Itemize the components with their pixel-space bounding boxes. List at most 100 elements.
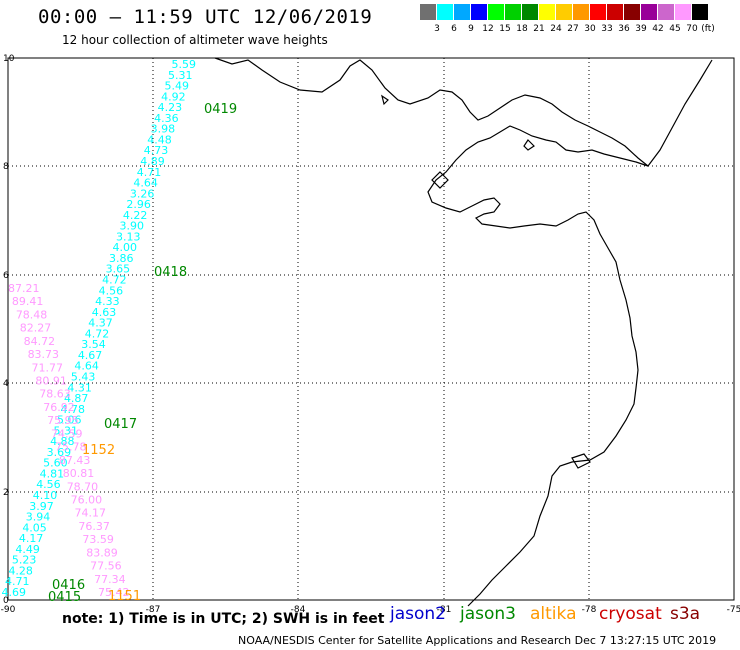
swh-label-jason3: 4.72 — [85, 327, 110, 340]
swh-label-jason3: 3.13 — [116, 230, 141, 243]
y-tick-label: 2 — [3, 488, 9, 498]
swh-label-cryosat: 71.77 — [31, 361, 63, 374]
swh-label-jason3: 4.64 — [74, 360, 99, 373]
legend-swatch — [624, 4, 640, 20]
coastline — [214, 57, 713, 607]
swh-label-cryosat: 82.27 — [20, 322, 51, 335]
legend-label: 24 — [550, 24, 562, 34]
legend-swatch — [488, 4, 504, 20]
x-tick-label: -84 — [291, 605, 306, 615]
swh-label-cryosat: 76.92 — [43, 401, 75, 414]
pass-time-label: 0419 — [204, 102, 237, 117]
swh-label-jason3: 3.98 — [151, 123, 176, 136]
legend-label: 39 — [635, 24, 647, 34]
swh-label-jason3: 5.23 — [12, 554, 37, 567]
legend-swatch — [641, 4, 657, 20]
swh-label-jason3: 4.88 — [50, 435, 75, 448]
y-tick-label: 6 — [3, 271, 9, 281]
y-tick-label: 4 — [3, 379, 9, 389]
swh-label-jason3: 4.28 — [8, 564, 33, 577]
swh-label-jason3: 4.63 — [92, 306, 117, 319]
swh-label-cryosat: 84.72 — [24, 335, 56, 348]
swh-label-jason3: 4.56 — [36, 478, 61, 491]
swh-label-cryosat: 78.63 — [39, 388, 71, 401]
swh-label-jason3: 3.69 — [47, 446, 72, 459]
legend-label: 12 — [482, 24, 494, 34]
swh-label-cryosat: 77.56 — [90, 560, 122, 573]
swh-label-jason3: 4.37 — [88, 317, 113, 330]
legend-swatch — [590, 4, 606, 20]
legend-swatch — [539, 4, 555, 20]
swh-label-jason3: 5.06 — [57, 414, 82, 427]
swh-label-cryosat: 75.42 — [98, 586, 130, 599]
pass-time-label: 1152 — [82, 443, 115, 458]
legend-label: 3 — [434, 24, 440, 34]
swh-label-jason3: 3.54 — [81, 338, 106, 351]
satellite-name: jason3 — [460, 604, 516, 624]
legend-swatch — [420, 4, 436, 20]
swh-label-jason3: 3.90 — [119, 220, 144, 233]
swh-label-jason3: 5.43 — [71, 370, 96, 383]
swh-label-cryosat: 80.81 — [63, 467, 95, 480]
swh-label-jason3: 4.10 — [33, 489, 58, 502]
axis-tick-labels: -90 -87 -84 -81 -78 -75 0 2 4 6 8 10 — [1, 54, 740, 615]
swh-label-jason3: 3.94 — [26, 511, 51, 524]
legend-swatch — [522, 4, 538, 20]
legend-swatch — [556, 4, 572, 20]
swh-label-jason3: 4.71 — [5, 575, 30, 588]
map-title: 00:00 – 11:59 UTC 12/06/2019 — [38, 6, 373, 28]
swh-label-jason3: 4.69 — [2, 586, 27, 599]
x-tick-label: -81 — [437, 605, 452, 615]
swh-label-jason3: 4.49 — [15, 543, 40, 556]
swh-label-jason3: 4.71 — [137, 166, 162, 179]
swh-label-cryosat: 83.89 — [86, 546, 118, 559]
swh-label-jason3: 2.96 — [126, 198, 151, 211]
legend-swatch — [471, 4, 487, 20]
swh-label-jason3: 4.73 — [144, 144, 169, 157]
swh-label-jason3: 3.65 — [106, 263, 131, 276]
y-tick-label: 8 — [3, 162, 9, 172]
swh-label-jason3: 3.97 — [29, 500, 54, 513]
legend-unit: (ft) — [701, 24, 715, 34]
legend-swatch — [505, 4, 521, 20]
swh-label-jason3: 5.49 — [165, 80, 190, 93]
legend-swatch — [692, 4, 708, 20]
swh-label-jason3: 4.31 — [67, 381, 92, 394]
legend-label: 42 — [652, 24, 664, 34]
pass-time-label: 1151 — [108, 589, 141, 604]
x-tick-label: -75 — [727, 605, 740, 615]
legend-swatch — [437, 4, 453, 20]
swh-label-jason3: 4.48 — [147, 133, 172, 146]
swh-label-jason3: 4.89 — [140, 155, 165, 168]
swh-label-jason3: 4.22 — [123, 209, 148, 222]
swh-label-jason3: 4.81 — [40, 467, 65, 480]
swh-label-jason3: 4.67 — [78, 349, 103, 362]
swh-label-cryosat: 76.37 — [78, 520, 110, 533]
swh-label-cryosat: 80.91 — [35, 375, 67, 388]
swh-label-cryosat: 73.59 — [82, 533, 114, 546]
legend-label: 30 — [584, 24, 596, 34]
legend-label: 15 — [499, 24, 511, 34]
legend-label: 27 — [567, 24, 579, 34]
y-tick-label: 0 — [3, 596, 9, 606]
swh-label-cryosat: 89.41 — [12, 295, 44, 308]
swh-label-jason3: 4.05 — [22, 521, 47, 534]
swh-label-cryosat: 83.73 — [28, 348, 59, 361]
pass-time-label: 0415 — [48, 590, 81, 605]
swh-label-jason3: 4.23 — [158, 101, 183, 114]
swh-label-jason3: 4.36 — [154, 112, 179, 125]
coastline-panama-south — [427, 125, 649, 607]
credit-line: NOAA/NESDIS Center for Satellite Applica… — [238, 634, 717, 647]
pass-time-label: 0416 — [52, 578, 85, 593]
y-tick-label: 10 — [3, 54, 15, 64]
swh-label-jason3: 5.31 — [54, 424, 79, 437]
island-1 — [381, 94, 389, 106]
swh-label-jason3: 4.87 — [64, 392, 89, 405]
swh-label-jason3: 4.17 — [19, 532, 44, 545]
island-2 — [523, 139, 535, 151]
swh-label-jason3: 3.86 — [109, 252, 134, 265]
legend-swatch — [658, 4, 674, 20]
swh-label-cryosat: 75.78 — [55, 441, 87, 454]
satellite-name: altika — [530, 604, 577, 624]
